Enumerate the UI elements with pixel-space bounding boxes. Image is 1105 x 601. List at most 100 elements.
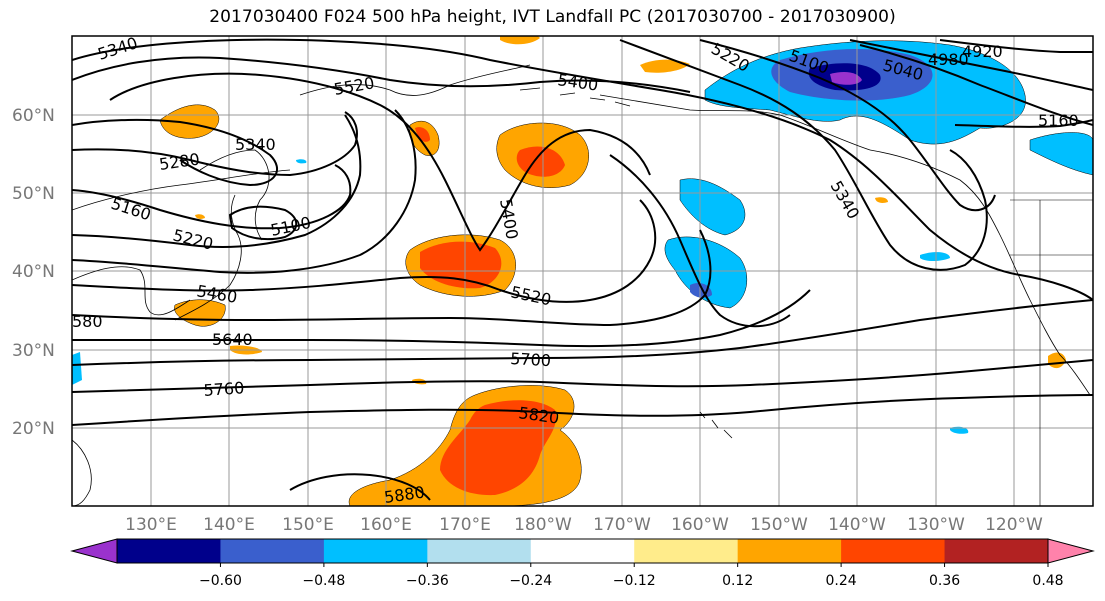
coast-philippines [72,439,92,506]
contour-5520 [72,199,657,303]
lon-label: 160°E [360,515,412,535]
colorbar-segments [117,539,1049,563]
lat-label-60n: 60°N [12,106,55,126]
contour-5700 [72,299,1093,366]
colorbar-tick-label: −0.60 [199,573,242,589]
height-contours [72,38,1093,501]
coast-aleutians [519,87,631,107]
coast-siberia [299,64,531,96]
contour-5520-trough [109,72,651,252]
contour-5640 [72,289,811,348]
colorbar-segment [427,539,532,563]
colorbar-right-arrow [1047,538,1095,564]
contour-label: 5340 [235,135,276,154]
colorbar-tick-label: −0.36 [406,573,449,589]
colorbar-segment [323,539,428,563]
contour-5400-west [72,109,417,274]
contour-5760 [72,359,1093,393]
negative-ivt-shading [72,40,1093,434]
contour-5340 [72,38,1093,301]
blue-patch-tiny [296,159,307,164]
contour-4980 [849,39,1093,91]
state-borders [1010,199,1093,506]
contour-5880 [289,473,431,501]
lon-label: 140°W [828,515,886,535]
lon-label: 150°W [750,515,808,535]
colorbar-tick-label: −0.12 [613,573,656,589]
contour-5820 [72,394,1093,426]
colorbar-segment [634,539,739,563]
lon-label: 120°W [985,515,1043,535]
coastlines [72,64,1093,506]
lon-label: 130°W [907,515,965,535]
positive-ivt-shading [159,36,1066,506]
graticule [72,36,1093,506]
lon-label: 160°W [671,515,729,535]
contour-5460-east [609,154,791,328]
colorbar-segment [944,539,1049,563]
coast-alaska-south [599,94,871,151]
colorbar-frame [116,538,1049,564]
contour-5100-low [228,205,298,241]
contour-label: 4920 [962,42,1003,61]
lon-label: 150°E [282,515,334,535]
lon-label: 140°E [203,515,255,535]
purple-patch [830,72,862,85]
lon-label: 170°E [439,515,491,535]
orange-patch-small-3 [875,197,888,203]
blue-patch-small-1 [920,252,950,261]
lat-label-50n: 50°N [12,184,55,204]
orange-patch-kamchatka [159,104,220,139]
colorbar-segment [117,539,221,563]
contour-5160 [72,164,352,230]
contour-5160-ne [954,119,1093,128]
colorbar-tick-label: 0.24 [826,573,857,589]
colorbar-tick-label: 0.48 [1032,573,1063,589]
contour-label: 4980 [928,50,969,69]
contour-5220-east [619,39,988,271]
lon-label: 130°E [125,515,177,535]
contour-5040 [859,44,1093,126]
longitude-labels: 130°E 140°E 150°E 160°E 170°E 180°W 170°… [125,515,1043,535]
latitude-labels: 60°N 50°N 40°N 30°N 20°N [12,106,55,439]
orange-patch-small-4 [195,214,205,219]
contour-label: 5880 [383,482,426,506]
coast-bc [869,149,1031,301]
orange-patch-bering-east [640,59,690,73]
colorbar-segment [530,539,635,563]
contour-5220 [72,114,362,248]
colorbar-tick-label: 0.12 [722,573,753,589]
colorbar: −0.60 −0.48 −0.36 −0.24 −0.12 0.12 0.24 0.36 0.4… [70,538,1095,589]
coast-japan [174,194,242,321]
colorbar-segment [841,539,946,563]
blue-patch-rockies [1029,132,1093,176]
blue-patch-small-2 [950,426,969,434]
contour-label: 5700 [510,349,552,370]
colorbar-left-arrow [70,538,118,564]
lat-label-40n: 40°N [12,262,55,282]
map-frame [71,35,1094,507]
orange-patch-top [500,36,540,45]
contour-label: 580 [72,312,103,331]
map-title: 2017030400 F024 500 hPa height, IVT Land… [209,7,896,27]
contour-4920 [939,39,1093,54]
contour-label: 5160 [1038,111,1079,130]
colorbar-segment [737,539,842,563]
colorbar-segment [220,539,325,563]
contour-label: 5640 [212,330,253,349]
colorbar-tick-label: −0.48 [302,573,345,589]
contour-5280 [72,118,279,187]
colorbar-tick-label: 0.36 [929,573,960,589]
lon-label: 180°W [514,515,572,535]
lon-label: 170°W [593,515,651,535]
contour-label: 5760 [203,378,245,400]
red-patch-bering [415,127,430,142]
contour-5160-east [699,39,996,212]
red-patch-subtropical [440,400,557,496]
colorbar-tick-label: −0.24 [509,573,552,589]
coast-west-us [1029,299,1091,396]
blue-patch-west-edge [72,352,82,385]
colorbar-ticks: −0.60 −0.48 −0.36 −0.24 −0.12 0.12 0.24 0.36 0.4… [199,563,1064,589]
lat-label-30n: 30°N [12,341,55,361]
